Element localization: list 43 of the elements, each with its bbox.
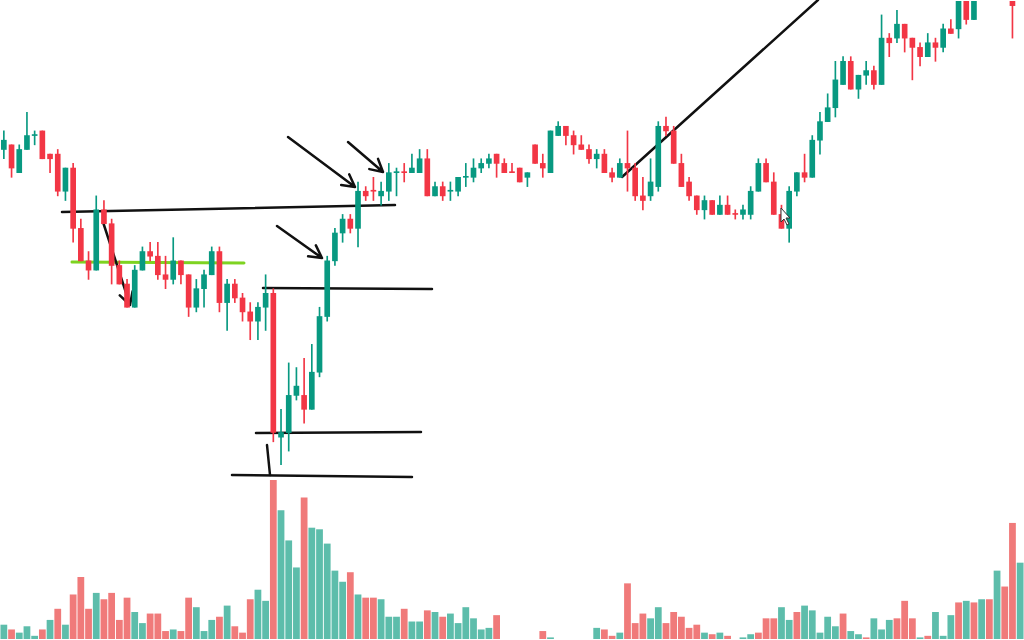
bar: [223, 605, 231, 639]
bar: [716, 632, 724, 639]
bar: [439, 616, 447, 639]
candlestick: [509, 163, 515, 174]
bar: [54, 608, 62, 639]
bar: [92, 592, 100, 639]
candlestick: [539, 153, 546, 178]
bar: [493, 615, 500, 639]
candlestick: [301, 357, 307, 424]
candlestick: [863, 60, 869, 85]
bar: [724, 635, 731, 639]
bar: [169, 629, 177, 639]
bar: [346, 572, 354, 639]
bar: [269, 480, 277, 639]
bar: [539, 631, 547, 639]
candlestick: [378, 181, 384, 206]
bar: [593, 627, 601, 639]
candlestick: [247, 302, 254, 341]
bar: [955, 602, 962, 639]
candlestick: [462, 163, 469, 187]
bar: [400, 608, 408, 639]
candlestick: [732, 209, 739, 220]
candlestick: [886, 33, 893, 58]
bar: [970, 602, 978, 639]
bar: [985, 599, 993, 639]
bar: [708, 634, 716, 639]
bar: [924, 635, 932, 639]
bar: [62, 624, 69, 639]
bar: [8, 629, 15, 639]
bar: [1016, 562, 1024, 639]
bar: [0, 624, 8, 639]
bar: [616, 632, 624, 639]
bar: [701, 632, 708, 639]
bar: [962, 600, 970, 639]
bar: [38, 629, 46, 639]
bar: [423, 610, 431, 639]
candlestick: [401, 163, 408, 183]
bar: [978, 599, 986, 639]
bar: [793, 611, 801, 639]
candlestick: [278, 408, 284, 465]
bar: [216, 616, 223, 639]
candlestick: [640, 176, 646, 211]
bar: [300, 497, 308, 639]
